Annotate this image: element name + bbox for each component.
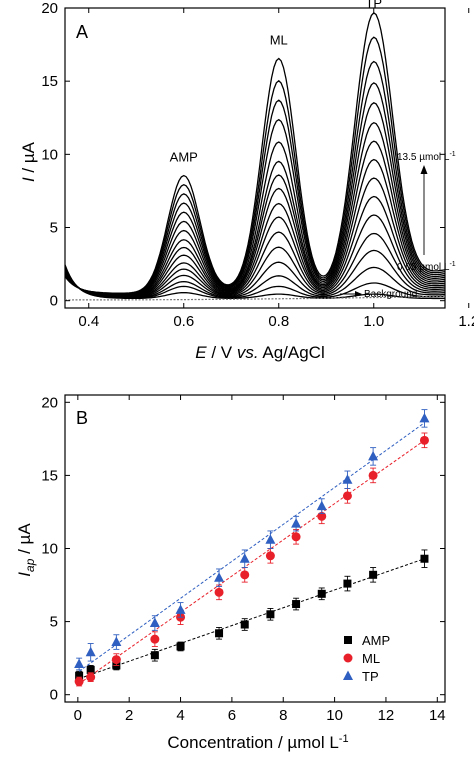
data-point-amp	[75, 671, 84, 680]
legend-label-ml: ML	[362, 651, 380, 666]
y-tick-label: 20	[41, 0, 58, 17]
x-tick-label: 1.2	[458, 313, 474, 330]
data-point-ml	[111, 655, 121, 665]
data-point-ml	[214, 587, 224, 597]
legend: AMP ML TP	[343, 633, 390, 684]
x-axis-label-a: E / V vs. Ag/AgCl	[195, 343, 324, 362]
data-point-tp	[419, 412, 430, 423]
annotation-top-concentration: 13.5 µmol L-1	[397, 151, 456, 163]
x-tick-label: 6	[228, 707, 236, 724]
data-point-amp	[292, 600, 301, 609]
data-point-amp	[215, 629, 224, 638]
plot-frame-b	[64, 394, 446, 703]
data-point-ml	[240, 570, 250, 580]
y-tick-label: 10	[41, 146, 58, 163]
y-tick-label: 20	[41, 394, 58, 411]
x-tick-label: 0.6	[173, 313, 194, 330]
data-point-ml	[419, 435, 429, 445]
data-point-amp	[343, 579, 352, 588]
x-tick-label: 14	[429, 707, 446, 724]
y-tick-label: 15	[41, 73, 58, 90]
data-point-amp	[86, 665, 95, 674]
x-tick-label: 0	[74, 707, 82, 724]
data-point-ml	[368, 470, 378, 480]
background-curve	[65, 295, 446, 301]
data-point-tp	[342, 474, 353, 484]
panel-a: 0.4 0.6 0.8 1.0 1.2 0 5 10 15 20 A AMP ML TP 13.5…	[19, 0, 474, 362]
peak-label-tp: TP	[365, 0, 382, 11]
fit-line-tp	[78, 422, 425, 672]
data-point-ml	[265, 551, 275, 561]
legend-marker-amp	[344, 636, 352, 644]
y-tick-label: 0	[50, 687, 58, 704]
arrow-head	[420, 165, 428, 174]
data-point-tp	[316, 500, 327, 511]
data-point-ml	[74, 677, 84, 687]
data-point-amp	[240, 620, 249, 629]
y-tick-label: 5	[50, 220, 58, 237]
fit-line-ml	[78, 439, 425, 685]
data-point-tp	[265, 534, 276, 544]
data-point-tp	[111, 636, 122, 647]
data-point-ml	[317, 511, 327, 521]
x-tick-label: 10	[326, 707, 343, 724]
annotation-bottom-concentration: 0.05 µmol L-1	[397, 261, 456, 273]
data-point-amp	[317, 589, 326, 598]
legend-label-amp: AMP	[362, 633, 390, 648]
data-point-amp	[176, 642, 185, 651]
peak-label-ml: ML	[270, 32, 288, 47]
y-tick-label: 0	[50, 293, 58, 310]
data-point-tp	[149, 617, 160, 628]
axes-ticks-b: 0 2 4 6 8 10 12 14 0 5 10 15 20	[41, 394, 445, 724]
data-point-tp	[74, 658, 85, 668]
data-point-ml	[291, 532, 301, 542]
voltammogram-curve	[64, 12, 446, 294]
x-tick-label: 12	[378, 707, 395, 724]
data-point-tp	[175, 604, 186, 614]
data-point-ml	[86, 672, 96, 682]
data-point-amp	[369, 570, 378, 579]
data-point-tp	[85, 646, 96, 657]
y-tick-label: 10	[41, 541, 58, 558]
x-tick-label: 8	[279, 707, 287, 724]
x-tick-label: 0.8	[268, 313, 289, 330]
data-point-tp	[368, 450, 379, 461]
data-point-ml	[342, 491, 352, 501]
x-tick-label: 2	[125, 707, 133, 724]
x-tick-label: 4	[176, 707, 184, 724]
x-tick-label: 1.0	[363, 313, 384, 330]
x-axis-label-b: Concentration / µmol L-1	[167, 733, 348, 752]
axes-ticks-a: 0.4 0.6 0.8 1.0 1.2 0 5 10 15 20	[41, 0, 474, 330]
data-point-ml	[150, 634, 160, 644]
calibration-plot	[74, 409, 430, 687]
plot-frame-a	[64, 7, 446, 309]
x-tick-label: 0.4	[78, 313, 99, 330]
panel-label-b: B	[76, 408, 88, 428]
peak-label-amp: AMP	[170, 149, 198, 164]
panel-label-a: A	[76, 22, 88, 42]
data-point-tp	[291, 518, 302, 528]
voltammogram-curves	[64, 12, 446, 301]
y-axis-label-b: Iap / µA	[15, 523, 37, 577]
panel-b: 0 2 4 6 8 10 12 14 0 5 10 15 20 B AMP ML TP Iap / µA C…	[15, 394, 446, 752]
data-point-tp	[239, 553, 250, 563]
data-point-amp	[150, 651, 159, 660]
y-tick-label: 5	[50, 614, 58, 631]
annotation-background: Background	[364, 289, 417, 300]
legend-label-tp: TP	[362, 669, 379, 684]
y-axis-label-a: I / µA	[19, 141, 38, 182]
data-point-amp	[420, 554, 429, 563]
y-tick-label: 15	[41, 467, 58, 484]
data-point-amp	[266, 610, 275, 619]
legend-marker-ml	[343, 653, 353, 663]
legend-marker-tp	[343, 670, 353, 680]
background-arrow-head	[355, 291, 362, 297]
fit-line-amp	[78, 558, 425, 680]
data-point-tp	[214, 572, 225, 582]
